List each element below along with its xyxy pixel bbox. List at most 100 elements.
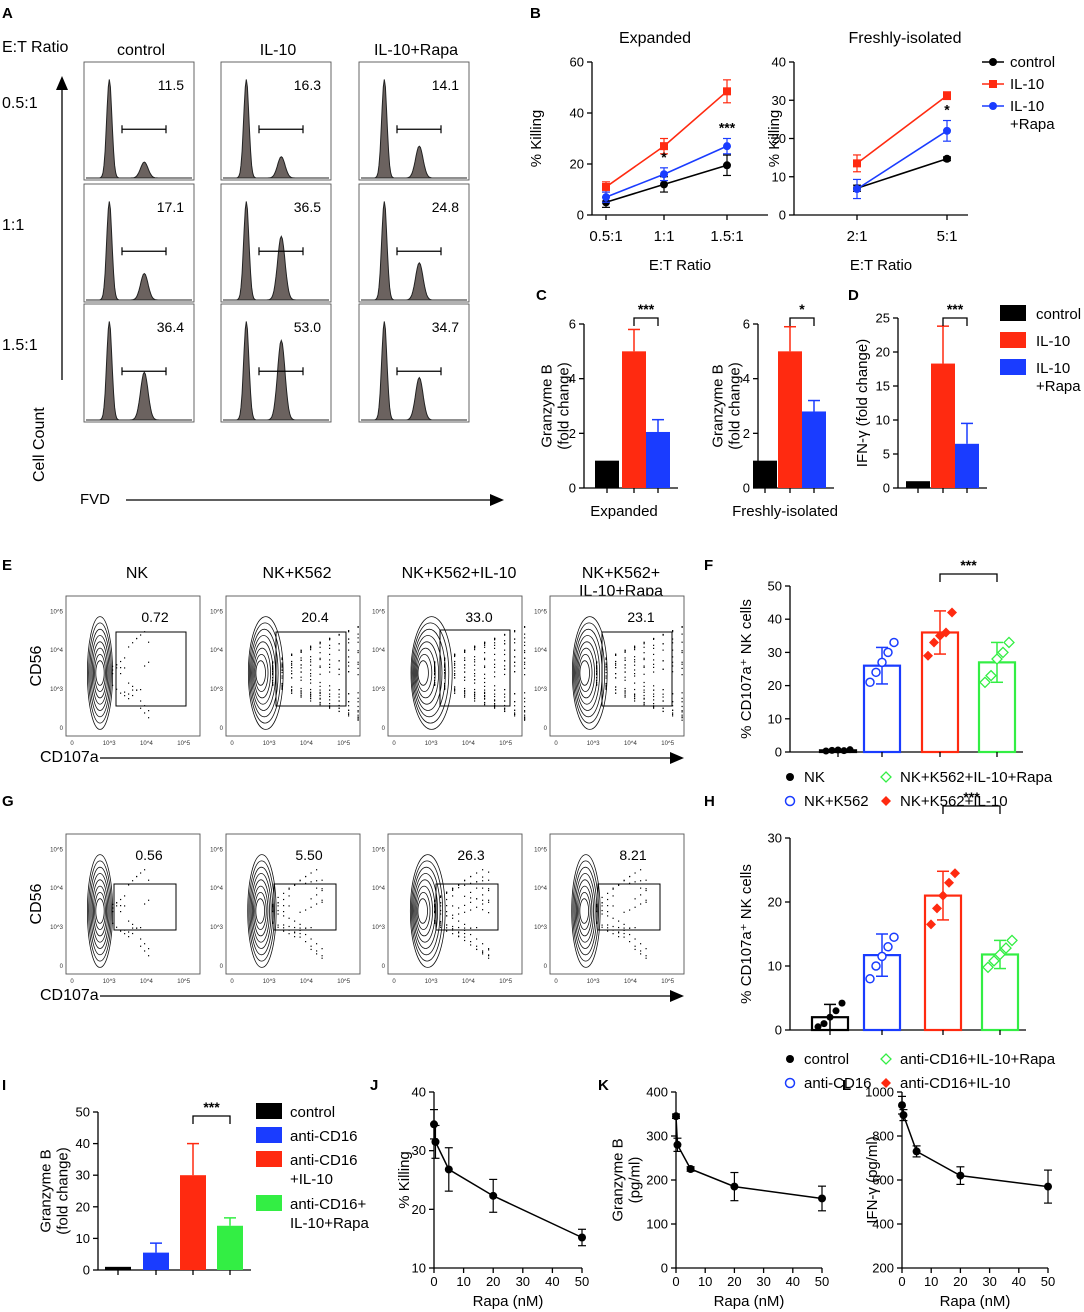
event-dot <box>444 687 446 689</box>
x-tick-label: 10^3 <box>425 979 438 985</box>
event-dot <box>596 665 598 667</box>
x-tick-label: 0 <box>230 741 234 747</box>
data-point <box>814 1023 822 1031</box>
y-axis-label: Granzyme B (fold change) <box>710 362 744 450</box>
y-tick-label: 0 <box>60 726 64 732</box>
event-dot <box>596 683 598 685</box>
event-dot <box>464 667 466 669</box>
legend-label-line: +IL-10 <box>290 1171 333 1188</box>
event-dot <box>329 659 331 661</box>
event-dot <box>484 665 486 667</box>
event-dot <box>434 674 436 676</box>
event-dot <box>488 888 490 890</box>
event-dot <box>277 909 279 912</box>
event-dot <box>464 932 466 935</box>
contour-ring <box>571 616 608 730</box>
y-tick-label: 0 <box>577 208 584 223</box>
event-dot <box>283 892 285 894</box>
contour-row-g: controlanti-CD16anti-CD16+IL-10anti-CD16… <box>28 833 685 1004</box>
panel-letter-c: C <box>536 287 547 304</box>
event-dot <box>124 695 126 697</box>
event-dot <box>494 704 496 706</box>
contour-ring <box>578 654 593 693</box>
event-dot <box>470 897 472 899</box>
legend-label-line: control <box>290 1104 335 1121</box>
event-dot <box>504 673 506 676</box>
event-dot <box>488 949 490 951</box>
event-dot <box>144 869 146 871</box>
event-dot <box>482 951 484 953</box>
event-dot <box>140 707 142 709</box>
y-tick-label: 10^5 <box>50 847 63 853</box>
legend-label: control <box>290 1104 335 1121</box>
event-dot <box>291 686 293 688</box>
event-dot <box>452 905 454 907</box>
event-dot <box>681 719 683 721</box>
data-point <box>956 1171 965 1180</box>
y-tick-label: 20 <box>768 678 782 693</box>
y-tick-label: 400 <box>646 1085 668 1100</box>
event-dot <box>357 719 359 721</box>
event-dot <box>476 906 478 908</box>
event-dot <box>514 642 516 644</box>
x-axis-label: E:T Ratio <box>649 257 711 274</box>
event-dot <box>474 646 476 648</box>
contour-ring <box>251 879 270 943</box>
event-dot <box>281 685 283 687</box>
contour-cell: 0 0 10^3 10^3 10^4 10^4 10^5 10^5 0.72 <box>50 595 201 747</box>
event-dot <box>514 661 516 663</box>
event-dot <box>357 692 359 694</box>
event-dot <box>681 633 683 635</box>
event-dot <box>272 670 274 673</box>
event-dot <box>681 626 683 628</box>
histogram-frame <box>358 183 470 303</box>
event-dot <box>434 920 436 922</box>
event-dot <box>300 651 302 653</box>
contour-frame <box>65 595 201 737</box>
x-tick-label: 10^5 <box>661 979 674 985</box>
event-dot <box>494 639 496 641</box>
column-label: NK+K562+ IL-10+Rapa <box>579 565 663 600</box>
event-dot <box>132 689 134 691</box>
event-dot <box>348 642 350 644</box>
y-tick-label: 40 <box>772 55 786 70</box>
x-tick-label: 10^4 <box>624 979 637 985</box>
event-dot <box>272 905 274 907</box>
event-dot <box>357 710 359 712</box>
event-dot <box>329 637 331 639</box>
event-dot <box>605 658 607 661</box>
event-dot <box>310 695 312 697</box>
legend-label: NK+K562+IL-10 <box>900 793 1008 810</box>
event-dot <box>662 649 664 651</box>
histogram-curve <box>86 321 192 421</box>
event-dot <box>272 662 274 664</box>
y-tick-label: 50 <box>768 579 782 594</box>
event-dot <box>612 895 614 897</box>
contour-ring <box>411 622 450 724</box>
event-dot <box>120 905 122 907</box>
x-tick-label: 2:1 <box>847 228 868 245</box>
event-dot <box>120 667 122 669</box>
row-label: 1.5:1 <box>2 337 38 354</box>
event-dot <box>624 676 626 678</box>
contour-ring <box>88 860 112 962</box>
event-dot <box>357 650 359 652</box>
bar <box>753 460 777 488</box>
contour-frame <box>225 595 361 737</box>
histogram-cell: 24.8 <box>358 183 470 303</box>
series-line <box>901 1105 1049 1188</box>
event-dot <box>444 675 446 677</box>
event-dot <box>357 705 359 708</box>
event-dot <box>643 689 645 691</box>
event-dot <box>310 656 312 658</box>
event-dot <box>434 905 436 907</box>
event-dot <box>474 691 476 693</box>
y-tick-label: 100 <box>646 1217 668 1232</box>
event-dot <box>615 667 617 669</box>
contour-row-e: NK NK+K562 NK+K562+IL-10 NK+K562+ IL-10+Rapa… <box>28 565 685 766</box>
event-dot <box>283 927 285 929</box>
y-axis-label-line: CD56 <box>28 883 45 924</box>
event-dot <box>272 673 274 675</box>
event-dot <box>662 660 664 662</box>
event-dot <box>300 693 302 695</box>
